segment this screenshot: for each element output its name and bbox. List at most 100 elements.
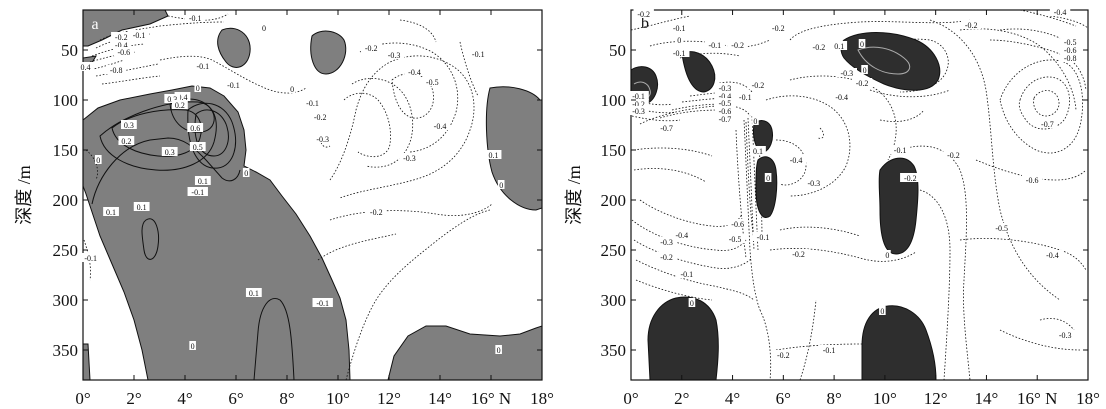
- panel-b-contour-label-bg: [656, 237, 677, 246]
- panel-b-contour-label-bg: [861, 65, 868, 74]
- panel-a-contour-label-bg: [192, 61, 214, 70]
- panel-b-contour-label-bg: [628, 91, 649, 100]
- panel-a-region-bottom-right: [387, 325, 542, 380]
- panel-b-contour-label: -0.4: [1054, 8, 1067, 17]
- panel-b-contour-label: -0.2: [792, 250, 805, 259]
- panel-b-contour-label: -0.4: [835, 93, 848, 102]
- panel-a-contour-label: 0: [191, 342, 195, 351]
- panel-a-y-tick-label: 100: [53, 91, 79, 110]
- panel-a-contour-01-lobe: [141, 218, 159, 260]
- panel-b-contour-label-bg: [851, 78, 873, 87]
- panel-b-contour-label: -0.8: [1064, 54, 1077, 63]
- panel-b-contour-label: -0.1: [739, 93, 752, 102]
- panel-a-contour-04: [169, 98, 215, 133]
- panel-b-contour-label: -0.1: [632, 92, 645, 101]
- panel-b-contour-label-bg: [656, 252, 677, 261]
- panel-a-contour-label-bg: [95, 155, 102, 164]
- panel-a-contour-label: 0: [499, 181, 503, 190]
- panel-b-contour-label-bg: [675, 35, 683, 44]
- panel-b-x-tick-label: 8°: [826, 389, 841, 408]
- panel-b-contour-label-bg: [727, 219, 748, 228]
- panel-a-contour-02: [99, 101, 217, 171]
- panel-a-contour-label-bg: [302, 98, 323, 107]
- panel-a-x-tick-label: 12°: [377, 389, 401, 408]
- panel-b-x-tick-label: 14°: [975, 389, 999, 408]
- panel-b-contour-label-bg: [788, 249, 809, 258]
- panel-a-contour-label: -0.1: [316, 299, 329, 308]
- panel-b-contour-label: 0.1: [753, 147, 763, 156]
- panel-b-contour-label-bg: [714, 98, 736, 107]
- panel-b-x-tick-label: 18°: [1076, 389, 1100, 408]
- panel-b-contour-label-bg: [628, 99, 649, 108]
- panel-b-contour-label-bg: [836, 68, 858, 77]
- panel-b-contour-label: 0: [677, 36, 681, 45]
- panel-b-contour-label: -0.2: [632, 100, 645, 109]
- panel-a-contour-label-bg: [185, 13, 206, 22]
- panel-a-contour-label-bg: [111, 40, 132, 49]
- panel-a-contour-label: 0.6: [190, 124, 200, 133]
- panel-b-plot-area: [631, 10, 1088, 380]
- panel-a-contour-label: 0: [290, 85, 294, 94]
- panel-a-contour-label: 0: [196, 84, 200, 93]
- panel-b-contour-label: -0.3: [719, 84, 732, 93]
- panel-a-contour-label: 0.1: [249, 289, 259, 298]
- panel-a-contour-label: -0.2: [365, 44, 378, 53]
- panel-a-contour-label-bg: [174, 92, 191, 101]
- panel-a-axes: 0° 2° 4° 6° 8° 10° 12° 14° 16° N 18° 50 100 150 200 25…: [53, 10, 554, 408]
- panel-b-contour-label: -0.6: [719, 107, 732, 116]
- panel-a-contour-label: -0.3: [403, 154, 416, 163]
- panel-a-contour-label: 0.5: [193, 143, 203, 152]
- panel-b-contour-label: -0.6: [1064, 46, 1077, 55]
- panel-a-region-right: [485, 86, 542, 211]
- panel-a-contour-label: -0.1: [306, 99, 319, 108]
- panel-a-contour-label-bg: [497, 180, 505, 189]
- panel-a-y-tick-label: 350: [53, 341, 79, 360]
- panel-a-contour-label: -0.1: [189, 14, 202, 23]
- panel-a-contour-label-bg: [485, 150, 502, 159]
- panel-a-contour-05: [187, 102, 236, 169]
- panel-a-contour-label: -0.1: [191, 188, 204, 197]
- panel-b-contour-label-bg: [752, 116, 759, 125]
- panel-a-contour-label: -0.1: [197, 62, 210, 71]
- panel-a-contour-label: 0.1: [489, 151, 499, 160]
- panel-a-contour-label: -0.1: [133, 31, 146, 40]
- panel-b-contour-label: -0.2: [947, 151, 960, 160]
- panel-b-y-tick-label: 300: [601, 291, 627, 310]
- panel-a-contour-label: 0: [96, 156, 100, 165]
- panel-b: b -0.2-0.10-0.1-0.1 -0.2-0.2-0.2-0.3-0.2-…: [564, 7, 1100, 408]
- panel-b-contour-label: -0.2: [813, 43, 826, 52]
- panel-a-y-tick-label: 200: [53, 191, 79, 210]
- panel-a-contour-label-bg: [429, 121, 451, 130]
- panel-b-x-tick-label: 6°: [776, 389, 791, 408]
- panel-b-contour-label-bg: [900, 173, 921, 182]
- panel-a-x-tick-label: 16° N: [471, 389, 511, 408]
- panel-a-contour-label: -0.3: [388, 51, 401, 60]
- panel-a-contour-label-bg: [360, 43, 382, 52]
- panel-a-contour-label-bg: [133, 202, 150, 211]
- panel-a-contour-label-bg: [161, 147, 178, 156]
- panel-b-contour-label: 0: [690, 299, 694, 308]
- panel-b-contour-label-bg: [714, 91, 736, 100]
- panel-a-positive-regions: [83, 10, 542, 380]
- panel-a-x-tick-label: 0°: [75, 389, 90, 408]
- panel-a-contour-label-bg: [422, 77, 443, 86]
- panel-a-contour-label: -0.5: [426, 78, 439, 87]
- panel-a-contour-label: 0.4: [177, 93, 187, 102]
- panel-b-y-tick-label: 200: [601, 191, 627, 210]
- panel-b-contour-label-bg: [785, 155, 807, 164]
- panel-a-contour-label-bg: [189, 142, 206, 151]
- panel-a-contour-label-bg: [288, 84, 296, 93]
- panel-b-contour-label-bg: [714, 106, 736, 115]
- panel-a-region-bottom-left: [83, 343, 91, 380]
- panel-a-contour-label-bg: [118, 136, 135, 145]
- panel-a-contour-label: 0: [262, 24, 266, 33]
- panel-b-contour-label-bg: [633, 9, 654, 18]
- panel-a-contour-label-bg: [77, 62, 94, 71]
- panel-a-contour-label: -0.4: [115, 41, 128, 50]
- panel-a-contour-label-bg: [404, 67, 425, 76]
- panel-a-contour-01-bottom: [253, 298, 295, 380]
- panel-a-contour-label: 0.1: [106, 208, 116, 217]
- panel-a-y-tick-label: 250: [53, 241, 79, 260]
- panel-a-contour-label-bg: [189, 341, 196, 350]
